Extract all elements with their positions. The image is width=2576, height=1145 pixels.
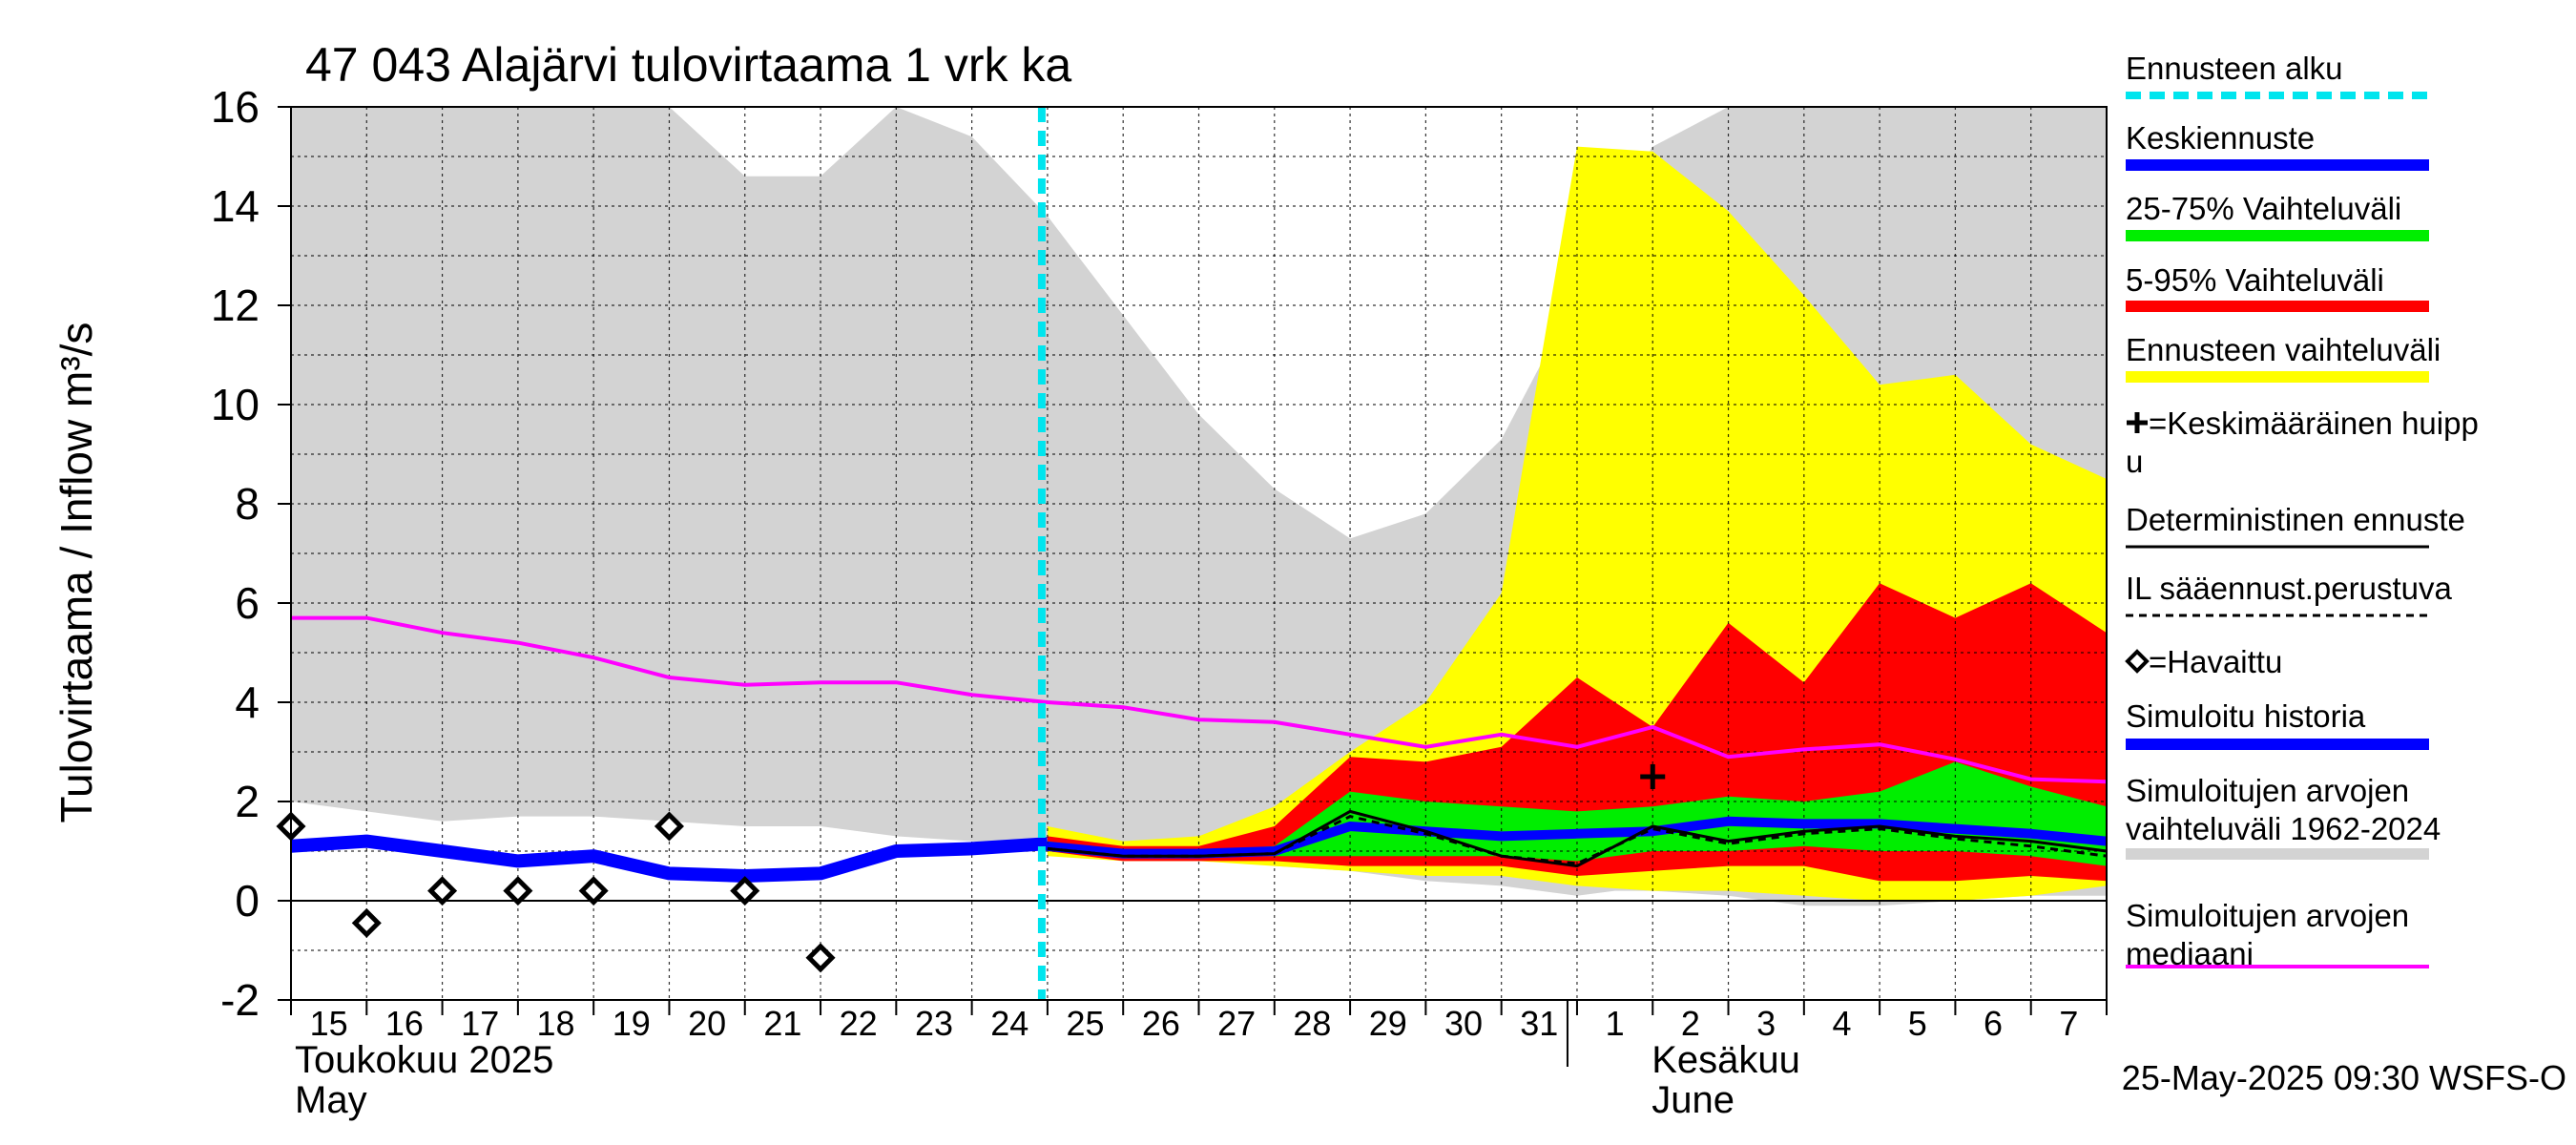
- legend: Ennusteen alku Keskiennuste 25-75% Vaihtel…: [2125, 51, 2479, 971]
- legend-diamond-icon: [2125, 649, 2150, 674]
- x-tick-label: 4: [1832, 1004, 1851, 1043]
- chart-title: 47 043 Alajärvi tulovirtaama 1 vrk ka: [305, 38, 1071, 92]
- y-tick-label: 8: [235, 479, 260, 529]
- x-tick-label: 31: [1520, 1004, 1558, 1043]
- plot-area: [276, 106, 2108, 1001]
- x-tick-label: 2: [1681, 1004, 1700, 1043]
- legend-plus-icon: [2127, 412, 2148, 433]
- legend-label: IL sääennust.perustuva: [2126, 571, 2452, 606]
- month-label-fi: Toukokuu 2025: [295, 1039, 553, 1081]
- x-tick-label: 19: [613, 1004, 651, 1043]
- x-axis-ticks: 15 16 17 18 19 20 21 22 23 24 25 26 27 28 29 30 31 1 2 3 4 5 6…: [290, 1000, 2108, 1067]
- x-tick-label: 27: [1217, 1004, 1256, 1043]
- x-tick-label: 24: [990, 1004, 1028, 1043]
- x-tick-label: 26: [1142, 1004, 1180, 1043]
- legend-label: =Keskimääräinen huipp: [2149, 406, 2479, 441]
- legend-label: Keskiennuste: [2126, 120, 2315, 156]
- x-tick-label: 7: [2059, 1004, 2078, 1043]
- observed-point: [503, 876, 533, 906]
- x-tick-label: 21: [763, 1004, 801, 1043]
- y-tick-label: 0: [235, 876, 260, 926]
- legend-label: vaihteluväli 1962-2024: [2126, 811, 2441, 846]
- x-tick-label: 29: [1369, 1004, 1407, 1043]
- x-tick-label: 1: [1606, 1004, 1625, 1043]
- x-tick-label: 5: [1908, 1004, 1927, 1043]
- y-tick-label: 4: [235, 677, 260, 727]
- x-tick-label: 22: [840, 1004, 878, 1043]
- x-tick-label: 6: [1984, 1004, 2003, 1043]
- y-axis-label: Tulovirtaama / Inflow m³/s: [52, 323, 101, 823]
- y-tick-label: 16: [211, 82, 260, 132]
- x-tick-label: 28: [1293, 1004, 1331, 1043]
- legend-label: Ennusteen vaihteluväli: [2126, 332, 2441, 367]
- history-median-line: [291, 615, 2107, 784]
- x-tick-label: 30: [1444, 1004, 1483, 1043]
- legend-label: Simuloitujen arvojen: [2126, 898, 2409, 933]
- legend-label: u: [2126, 444, 2143, 479]
- il-forecast-line: [1047, 815, 2107, 865]
- month-label-en: June: [1652, 1079, 1735, 1121]
- mean-peak-marker: [1640, 764, 1666, 789]
- x-tick-label: 18: [536, 1004, 574, 1043]
- y-tick-label: 14: [211, 181, 260, 231]
- observed-point: [351, 907, 382, 938]
- legend-label: Ennusteen alku: [2126, 51, 2343, 86]
- timestamp-footer: 25-May-2025 09:30 WSFS-O: [2122, 1058, 2566, 1097]
- month-label-fi: Kesäkuu: [1652, 1039, 1800, 1081]
- y-tick-label: 2: [235, 777, 260, 826]
- observed-point: [427, 876, 458, 906]
- x-tick-label: 15: [310, 1004, 348, 1043]
- x-tick-label: 23: [915, 1004, 953, 1043]
- mean-forecast-line: [1047, 816, 2107, 859]
- x-tick-label: 17: [461, 1004, 499, 1043]
- month-label-en: May: [295, 1079, 367, 1121]
- x-tick-label: 25: [1067, 1004, 1105, 1043]
- x-tick-label: 16: [385, 1004, 424, 1043]
- y-tick-label: -2: [220, 975, 260, 1025]
- observed-point: [730, 876, 760, 906]
- observed-point: [578, 876, 609, 906]
- legend-label: 25-75% Vaihteluväli: [2126, 191, 2401, 226]
- y-tick-label: 10: [211, 380, 260, 429]
- simulated-history-line: [291, 834, 1049, 883]
- x-tick-label: 3: [1756, 1004, 1776, 1043]
- plot-layers: [291, 107, 2107, 1000]
- legend-label: Simuloitu historia: [2126, 698, 2366, 734]
- observed-point: [805, 943, 836, 973]
- y-tick-label: 12: [211, 281, 260, 330]
- y-tick-label: 6: [235, 578, 260, 628]
- legend-label: =Havaittu: [2149, 644, 2282, 679]
- x-tick-label: 20: [688, 1004, 726, 1043]
- legend-label: Deterministinen ennuste: [2126, 502, 2465, 537]
- legend-label: mediaani: [2126, 936, 2254, 971]
- legend-label: 5-95% Vaihteluväli: [2126, 262, 2384, 298]
- legend-label: Simuloitujen arvojen: [2126, 773, 2409, 808]
- y-axis-ticks: -2 0 2 4 6 8 10 12 14 16: [211, 82, 291, 1025]
- observed-point: [654, 811, 684, 842]
